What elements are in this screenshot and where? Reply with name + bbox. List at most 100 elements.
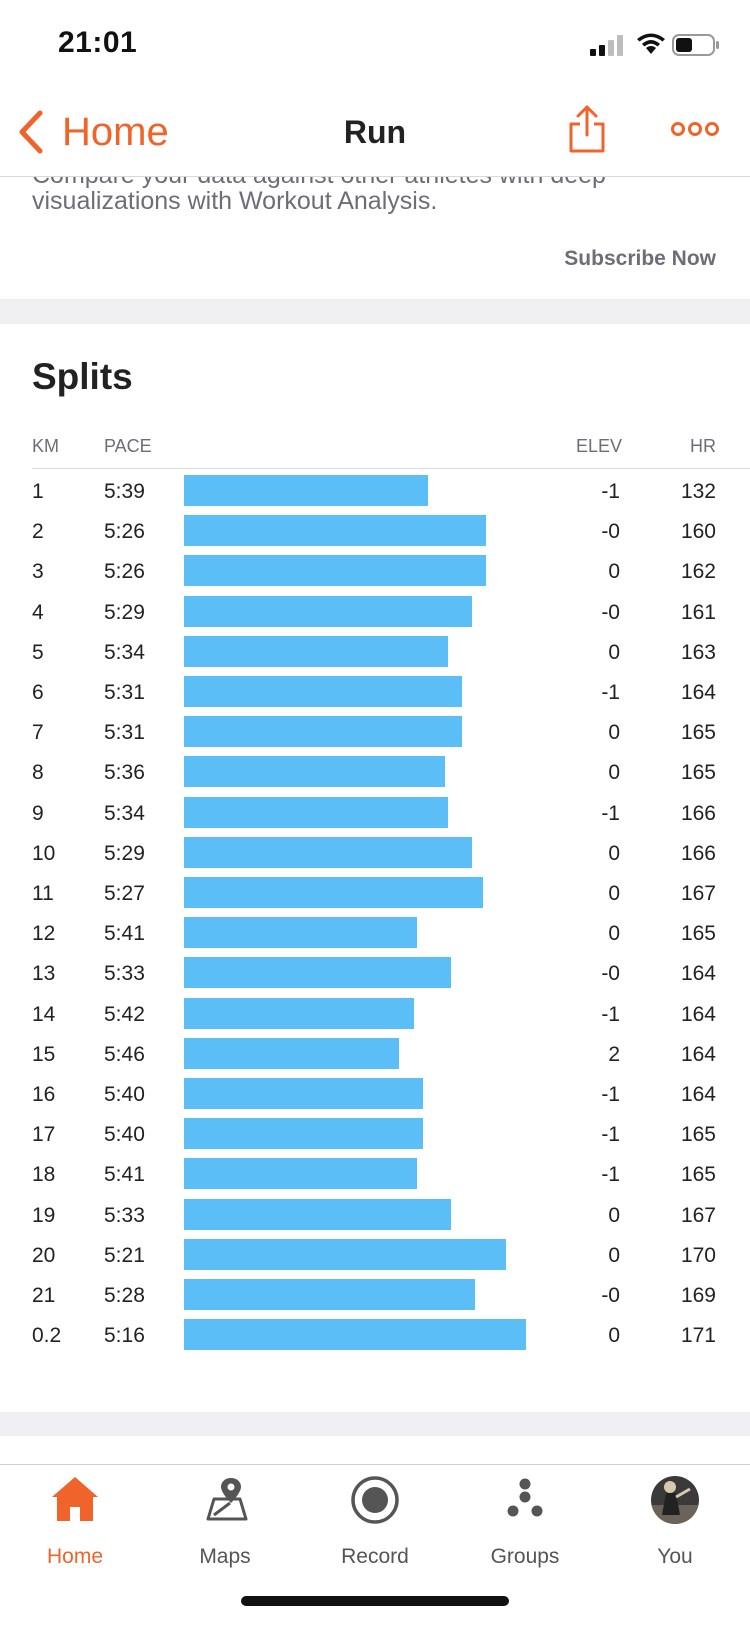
split-elev: -1 [601, 1083, 620, 1106]
split-km: 19 [32, 1203, 56, 1227]
split-row: 14 5:42 -1 164 [0, 995, 750, 1035]
split-hr: 167 [680, 1203, 716, 1227]
split-hr: 163 [680, 640, 716, 664]
split-elev: -1 [601, 1002, 620, 1026]
back-button[interactable]: Home [18, 106, 169, 158]
pace-bar [184, 1078, 423, 1109]
signal-icon [590, 35, 623, 56]
split-row: 6 5:31 -1 164 [0, 673, 750, 713]
tab-you[interactable]: You [600, 1465, 750, 1575]
split-elev: 0 [608, 721, 620, 745]
split-km: 17 [32, 1123, 56, 1147]
tab-label: Maps [199, 1545, 251, 1568]
split-km: 2 [32, 520, 44, 544]
split-row: 19 5:33 0 167 [0, 1196, 750, 1236]
split-row: 10 5:29 0 166 [0, 834, 750, 874]
split-pace: 5:21 [104, 1243, 145, 1267]
split-km: 5 [32, 640, 44, 664]
split-pace: 5:34 [104, 801, 145, 825]
split-km: 20 [32, 1243, 56, 1267]
split-row: 9 5:34 -1 166 [0, 794, 750, 834]
tab-maps[interactable]: Maps [150, 1465, 300, 1575]
split-pace: 5:39 [104, 480, 145, 503]
col-head-pace: PACE [104, 436, 152, 456]
split-pace: 5:33 [104, 962, 145, 986]
split-row: 3 5:26 0 162 [0, 552, 750, 592]
pace-bar [184, 635, 448, 667]
record-icon [351, 1476, 399, 1524]
split-hr: 165 [680, 922, 716, 946]
split-row: 18 5:41 -1 165 [0, 1155, 750, 1195]
map-pin-icon [206, 1478, 248, 1521]
split-km: 21 [32, 1284, 56, 1307]
split-row: 1 5:39 -1 132 [0, 472, 750, 512]
pace-bar [184, 796, 448, 828]
tab-label: You [657, 1545, 693, 1568]
split-hr: 160 [680, 520, 716, 544]
section-divider [0, 1412, 750, 1436]
split-pace: 5:34 [104, 640, 145, 664]
wifi-icon [637, 33, 665, 54]
split-km: 8 [32, 761, 44, 785]
split-km: 16 [32, 1083, 56, 1106]
status-bar: 21:01 [0, 0, 750, 88]
split-km: 6 [32, 681, 44, 704]
split-hr: 164 [680, 1002, 716, 1026]
split-elev: -1 [601, 1123, 620, 1147]
split-row: 4 5:29 -0 161 [0, 593, 750, 633]
split-pace: 5:41 [104, 1163, 145, 1187]
split-pace: 5:29 [104, 600, 145, 624]
split-elev: 0 [608, 1203, 620, 1227]
split-pace: 5:16 [104, 1324, 145, 1348]
split-km: 14 [32, 1002, 56, 1026]
split-elev: 0 [608, 841, 620, 865]
tab-groups[interactable]: Groups [450, 1465, 600, 1575]
split-hr: 166 [680, 841, 716, 865]
home-indicator [241, 1596, 509, 1606]
tab-record[interactable]: Record [300, 1465, 450, 1575]
share-icon[interactable] [568, 104, 606, 154]
splits-section: Splits KM PACE ELEV HR 1 5:39 -1 132 2 5:26 -0… [0, 324, 750, 1412]
pace-bar [184, 877, 483, 908]
pace-bar [184, 1118, 423, 1150]
pace-bar [184, 555, 486, 587]
split-elev: 0 [608, 1324, 620, 1348]
split-km: 15 [32, 1042, 56, 1066]
split-elev: -1 [601, 1163, 620, 1187]
split-hr: 164 [680, 1042, 716, 1066]
split-pace: 5:41 [104, 922, 145, 946]
split-pace: 5:31 [104, 681, 145, 704]
split-km: 4 [32, 600, 44, 624]
pace-bar [184, 917, 417, 949]
split-elev: 0 [608, 560, 620, 584]
split-pace: 5:31 [104, 721, 145, 745]
subscribe-button[interactable]: Subscribe Now [564, 247, 716, 270]
promo-text-cut: Compare your data against other athletes… [32, 177, 606, 190]
split-elev: -0 [601, 962, 620, 986]
pace-bar [184, 475, 428, 506]
more-icon[interactable] [670, 118, 720, 140]
split-hr: 165 [680, 1163, 716, 1187]
tab-label: Groups [490, 1545, 560, 1568]
split-km: 1 [32, 480, 44, 503]
groups-icon [507, 1478, 543, 1517]
split-row: 7 5:31 0 165 [0, 713, 750, 753]
pace-bar [184, 1198, 451, 1230]
page-title: Run [343, 114, 407, 150]
pace-bar [184, 756, 445, 788]
pace-bar [184, 1279, 475, 1310]
pace-bar [184, 515, 486, 547]
pace-bar [184, 1238, 506, 1270]
split-km: 3 [32, 560, 44, 584]
split-pace: 5:36 [104, 761, 145, 785]
pace-bar [184, 957, 451, 989]
battery-icon [672, 34, 719, 56]
split-km: 9 [32, 801, 44, 825]
split-row: 2 5:26 -0 160 [0, 512, 750, 552]
split-hr: 164 [680, 1083, 716, 1106]
splits-title: Splits [32, 356, 133, 397]
split-elev: -1 [601, 681, 620, 704]
tab-home[interactable]: Home [0, 1465, 150, 1575]
section-divider [0, 299, 750, 324]
split-hr: 167 [680, 882, 716, 905]
